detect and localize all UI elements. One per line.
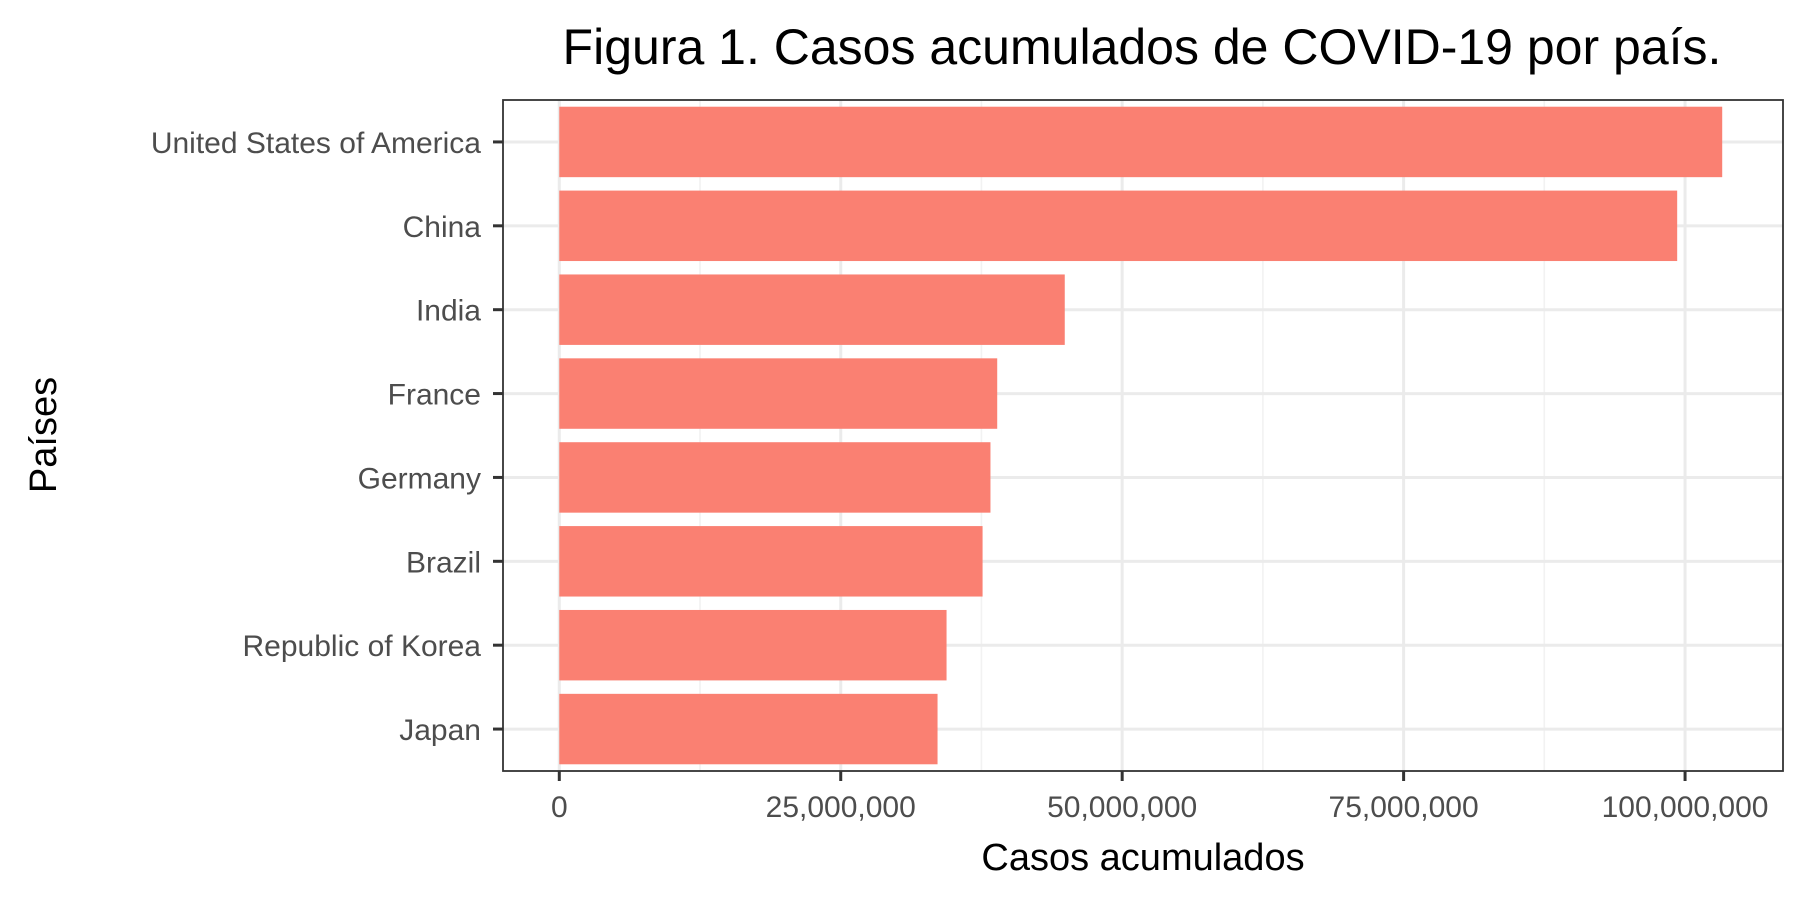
- bar: [559, 526, 983, 597]
- y-tick-label: India: [416, 295, 481, 328]
- x-tick-label: 25,000,000: [766, 791, 916, 824]
- y-tick-label: United States of America: [151, 127, 481, 160]
- x-tick-label: 75,000,000: [1329, 791, 1479, 824]
- bar: [559, 274, 1065, 345]
- panel-border: [502, 99, 1784, 772]
- x-tick-label: 100,000,000: [1602, 791, 1769, 824]
- x-tick-label: 0: [551, 791, 568, 824]
- bars: [559, 106, 1723, 765]
- bar: [559, 190, 1678, 262]
- y-tick-label: France: [388, 379, 481, 412]
- x-axis-title: Casos acumulados: [981, 837, 1304, 879]
- x-tick-label: 50,000,000: [1047, 791, 1197, 824]
- bar: [559, 693, 938, 765]
- y-tick-label: Brazil: [406, 546, 481, 579]
- x-axis: 0 25,000,000 50,000,000 75,000,000 100,000,0…: [551, 771, 1769, 824]
- bar: [559, 106, 1723, 178]
- y-axis: United States of America China India France…: [151, 127, 503, 747]
- bar: [559, 358, 998, 429]
- y-tick-label: Japan: [399, 714, 481, 747]
- y-tick-label: China: [403, 211, 482, 244]
- bar: [559, 442, 991, 513]
- y-axis-title: Países: [23, 377, 65, 493]
- y-tick-label: Germany: [358, 462, 481, 495]
- chart-title: Figura 1. Casos acumulados de COVID-19 p…: [563, 19, 1722, 75]
- bar: [559, 609, 947, 681]
- plot-panel: [502, 99, 1784, 772]
- y-tick-label: Republic of Korea: [243, 630, 482, 663]
